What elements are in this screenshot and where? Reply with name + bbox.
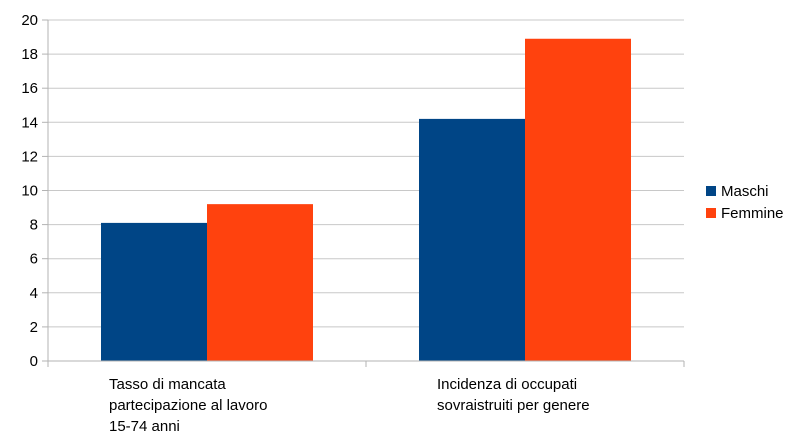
- x-category-label-1: Incidenza di occupati sovraistruiti per g…: [437, 376, 590, 414]
- axes: [47, 20, 685, 367]
- y-tick-label-4: 4: [30, 285, 38, 302]
- y-tick-label-12: 12: [21, 148, 38, 165]
- y-tick-label-2: 2: [30, 319, 38, 336]
- y-tick-label-18: 18: [21, 46, 38, 63]
- x-category-label-line: Incidenza di occupati: [437, 376, 577, 393]
- legend: Maschi Femmine: [706, 180, 784, 224]
- y-tick-label-0: 0: [30, 353, 38, 370]
- bar-maschi-1: [419, 118, 525, 361]
- legend-label-femmine: Femmine: [721, 204, 784, 222]
- y-tick-label-8: 8: [30, 217, 38, 234]
- y-tick-label-20: 20: [21, 12, 38, 29]
- x-category-label-line: Tasso di mancata: [109, 376, 226, 393]
- bar-maschi-0: [101, 222, 207, 361]
- x-category-label-line: partecipazione al lavoro: [109, 397, 267, 414]
- x-category-label-line: sovraistruiti per genere: [437, 397, 590, 414]
- y-axis-ticks: 0 2 4 6 8 10 12 14 16 18 20: [21, 12, 48, 370]
- y-tick-label-6: 6: [30, 251, 38, 268]
- bar-femmine-0: [207, 204, 313, 361]
- legend-swatch-femmine: [706, 208, 716, 218]
- bar-femmine-1: [525, 38, 631, 361]
- x-category-label-0: Tasso di mancata partecipazione al lavoro…: [109, 376, 267, 434]
- x-axis-labels: Tasso di mancata partecipazione al lavoro…: [109, 376, 590, 434]
- legend-label-maschi: Maschi: [721, 182, 769, 200]
- y-tick-label-16: 16: [21, 80, 38, 97]
- legend-swatch-maschi: [706, 186, 716, 196]
- x-category-label-line: 15-74 anni: [109, 418, 180, 434]
- legend-item-maschi: Maschi: [706, 180, 784, 202]
- legend-item-femmine: Femmine: [706, 202, 784, 224]
- bars: [101, 38, 631, 361]
- y-tick-label-14: 14: [21, 114, 38, 131]
- y-tick-label-10: 10: [21, 183, 38, 200]
